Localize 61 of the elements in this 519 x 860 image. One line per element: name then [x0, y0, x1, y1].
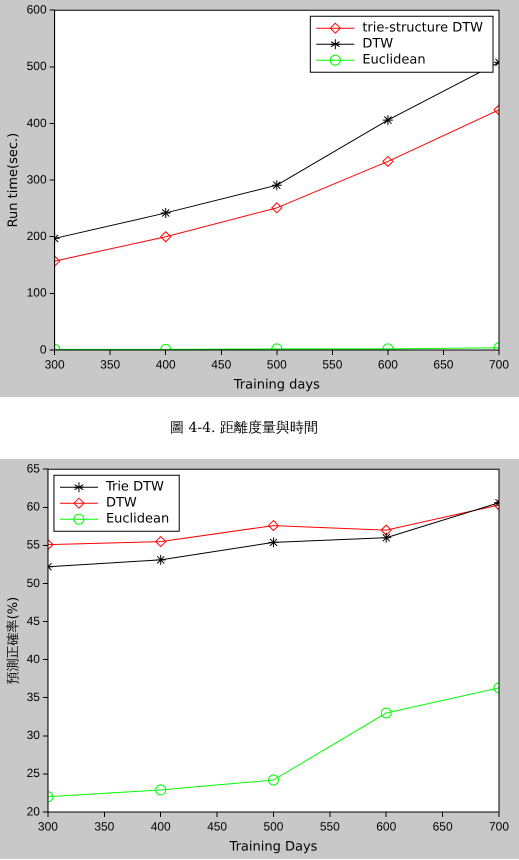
x-tick-label: 550: [322, 358, 343, 372]
x-tick-label: 500: [263, 820, 284, 834]
y-axis-title: Run time(sec.): [6, 132, 22, 228]
point: [268, 520, 279, 532]
point: [160, 231, 172, 242]
y-tick-label: 0: [40, 342, 47, 356]
x-tick-label: 300: [38, 820, 58, 834]
point: [382, 114, 394, 126]
point: [380, 524, 392, 536]
point: [268, 536, 279, 548]
y-tick-label: 500: [26, 59, 47, 74]
y-tick-label: 25: [26, 766, 40, 780]
y-tick-label: 20: [26, 804, 40, 818]
point: [155, 536, 166, 548]
legend-label: Euclidean: [106, 512, 170, 527]
legend-label: Euclidean: [362, 52, 426, 68]
point: [271, 202, 282, 214]
y-tick-label: 55: [26, 538, 40, 552]
y-tick-label: 100: [26, 286, 47, 300]
x-tick-label: 650: [432, 820, 453, 834]
y-tick-label: 40: [26, 652, 40, 666]
x-tick-label: 400: [150, 820, 172, 834]
point: [380, 532, 392, 544]
point: [155, 784, 166, 796]
caption: 圖 4-4. 距離度量與時間: [169, 419, 319, 438]
y-tick-label: 50: [26, 576, 40, 590]
x-axis-title: Training days: [232, 378, 320, 393]
x-tick-label: 650: [433, 358, 454, 372]
x-tick-label: 550: [320, 820, 340, 834]
y-tick-label: 300: [26, 172, 47, 186]
x-tick-label: 400: [156, 358, 176, 372]
point: [268, 774, 279, 786]
y-tick-label: 30: [26, 728, 40, 742]
x-axis-title: Training Days: [228, 840, 318, 855]
y-tick-label: 60: [26, 500, 40, 514]
x-tick-label: 450: [211, 358, 232, 372]
y-tick-label: 35: [26, 690, 40, 704]
x-tick-label: 600: [378, 358, 398, 372]
x-tick-label: 350: [94, 820, 115, 834]
x-tick-label: 700: [488, 820, 510, 834]
y-tick-label: 65: [26, 462, 40, 476]
x-tick-label: 700: [488, 358, 510, 372]
point: [155, 554, 166, 566]
point: [380, 707, 392, 718]
y-tick-label: 600: [26, 2, 47, 17]
y-tick-label: 200: [26, 229, 47, 244]
x-tick-label: 350: [100, 358, 120, 372]
x-tick-label: 450: [207, 820, 228, 834]
x-tick-label: 600: [376, 820, 397, 834]
y-tick-label: 400: [26, 116, 47, 130]
x-tick-label: 500: [266, 358, 288, 372]
legend-label: DTW: [362, 36, 394, 52]
legend-label: Trie DTW: [104, 480, 164, 495]
point: [382, 156, 394, 167]
y-tick-label: 45: [26, 614, 40, 628]
y-axis-title: 預測正確率(%): [5, 596, 22, 684]
point: [271, 180, 282, 191]
legend-label: DTW: [106, 496, 137, 511]
point: [160, 207, 172, 218]
x-tick-label: 300: [44, 358, 65, 372]
legend-label: trie-structure DTW: [362, 20, 484, 36]
